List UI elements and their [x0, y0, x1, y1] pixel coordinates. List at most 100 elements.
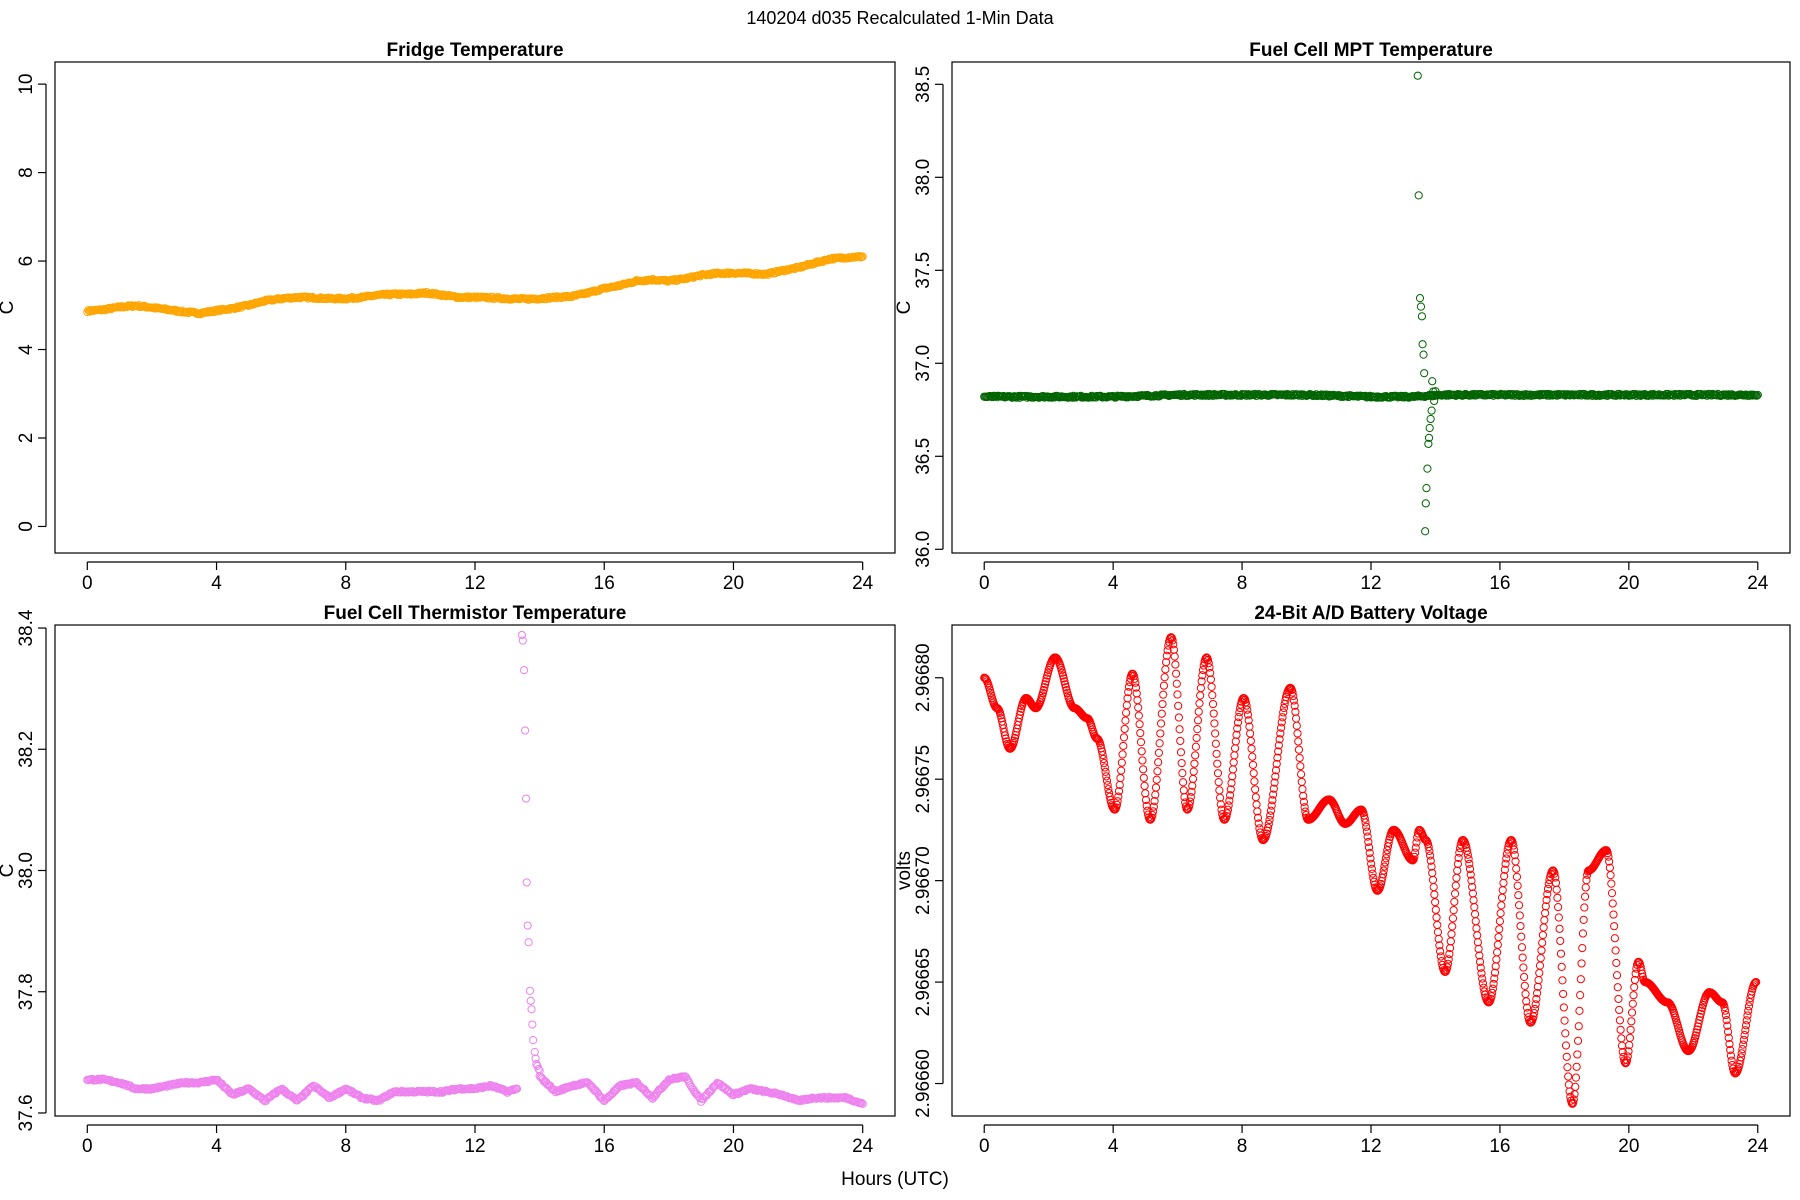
battery-point — [1626, 1025, 1635, 1034]
battery-point — [1436, 952, 1445, 961]
battery-point — [1204, 659, 1213, 668]
battery-point — [1433, 920, 1442, 930]
battery-point — [1292, 721, 1301, 730]
battery-point — [1749, 980, 1759, 989]
battery-point — [1628, 999, 1637, 1008]
battery-point — [1445, 949, 1454, 959]
battery-point — [1534, 975, 1543, 985]
thermistor-point — [526, 996, 535, 1005]
battery-point — [1543, 884, 1553, 893]
battery-point — [1162, 651, 1171, 660]
battery-point — [1168, 636, 1177, 645]
thermistor-y-tick-label: 38.4 — [16, 609, 37, 646]
battery-point — [1634, 957, 1643, 966]
battery-point — [1157, 709, 1166, 718]
battery-point — [1612, 971, 1622, 980]
battery-point — [1208, 699, 1218, 709]
battery-point — [1435, 941, 1444, 950]
battery-point — [1040, 683, 1049, 692]
thermistor-point — [235, 1088, 244, 1097]
thermistor-point — [530, 1047, 539, 1057]
battery-point — [1367, 864, 1376, 873]
thermistor-point — [521, 794, 531, 803]
battery-point — [1453, 866, 1462, 875]
fridge-point — [396, 290, 405, 300]
battery-point — [1363, 832, 1372, 841]
battery-point — [1490, 968, 1500, 977]
battery-point — [1122, 701, 1131, 710]
battery-point — [1490, 974, 1499, 983]
battery-point — [1195, 699, 1204, 708]
battery-point — [1246, 736, 1255, 746]
battery-point — [1233, 718, 1243, 727]
battery-point — [1154, 758, 1163, 767]
battery-point — [1468, 882, 1477, 892]
battery-point — [1251, 785, 1260, 794]
battery-point — [1522, 1003, 1532, 1012]
battery-point — [1155, 739, 1164, 748]
battery-point — [1362, 822, 1371, 831]
battery-point — [1360, 814, 1369, 823]
mpt-point — [1428, 377, 1437, 386]
battery-point — [1382, 850, 1391, 859]
battery-point — [1113, 797, 1122, 806]
thermistor-point — [466, 1085, 475, 1094]
mpt-point — [1430, 396, 1439, 406]
battery-point — [1205, 663, 1214, 672]
thermistor-title: Fuel Cell Thermistor Temperature — [324, 603, 627, 624]
battery-point — [1099, 754, 1108, 764]
battery-point — [1723, 1027, 1733, 1036]
battery-x-tick-label: 20 — [1618, 1136, 1639, 1157]
battery-point — [1367, 859, 1376, 868]
thermistor-data-points — [83, 630, 867, 1108]
battery-point — [1428, 875, 1438, 884]
battery-point — [1293, 729, 1302, 738]
battery-point — [1509, 841, 1518, 850]
mpt-point — [1424, 433, 1434, 442]
mpt-point — [1417, 312, 1427, 321]
fridge-x-tick-label: 20 — [723, 573, 744, 594]
battery-point — [1494, 932, 1503, 942]
battery-point — [1177, 758, 1186, 768]
mpt-point — [1669, 391, 1679, 400]
battery-point — [1478, 979, 1488, 988]
battery-point — [1171, 669, 1181, 678]
battery-point — [1016, 707, 1025, 716]
battery-point — [1185, 800, 1194, 810]
thermistor-y-tick-label: 38.2 — [16, 731, 37, 768]
battery-point — [1179, 786, 1188, 795]
battery-point — [1720, 1003, 1729, 1012]
battery-point — [1196, 684, 1205, 693]
battery-point — [1488, 988, 1497, 997]
figure-title: 140204 d035 Recalculated 1-Min Data — [746, 8, 1054, 28]
battery-x-tick-label: 0 — [979, 1136, 990, 1157]
battery-point — [1206, 668, 1215, 678]
battery-point — [1299, 791, 1308, 800]
mpt-point — [1085, 393, 1094, 402]
battery-point — [1136, 728, 1145, 738]
battery-point — [1578, 943, 1587, 953]
battery-point — [1509, 845, 1519, 854]
battery-point — [1502, 849, 1512, 858]
battery-point — [1250, 777, 1259, 786]
mpt-data-points — [980, 71, 1762, 536]
battery-point — [1622, 1056, 1632, 1065]
fridge-point — [286, 294, 295, 303]
thermistor-point — [518, 636, 527, 645]
mpt-point — [1253, 391, 1262, 400]
battery-point — [1449, 906, 1458, 915]
battery-point — [1301, 807, 1310, 816]
battery-point — [1276, 729, 1285, 738]
battery-point — [1540, 908, 1550, 918]
battery-point — [1522, 997, 1531, 1006]
thermistor-point — [339, 1086, 348, 1095]
battery-point — [1721, 1006, 1730, 1015]
battery-point — [1448, 914, 1458, 923]
battery-point — [1519, 972, 1529, 982]
battery-point — [1473, 931, 1482, 940]
battery-point — [1216, 800, 1225, 809]
mpt-point — [1427, 406, 1436, 415]
battery-point — [1217, 805, 1226, 814]
battery-point — [1243, 705, 1252, 714]
battery-point — [1726, 1051, 1736, 1060]
